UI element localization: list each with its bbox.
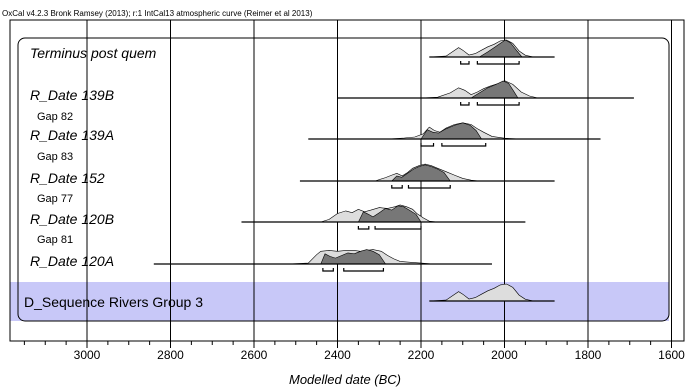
row-label: R_Date 120A (30, 253, 114, 269)
tick-label: 2400 (324, 348, 351, 362)
range-bracket (322, 268, 334, 272)
tick-label: 3000 (74, 348, 101, 362)
x-axis: 3000 2800 2600 2400 2200 2000 1800 1600 (23, 341, 685, 362)
date-row: Terminus post quem (30, 39, 555, 65)
gap-row: Gap 77 (37, 193, 73, 205)
x-axis-title: Modelled date (BC) (289, 372, 401, 387)
date-row: R_Date 139B (30, 80, 634, 106)
tick-label: 2800 (157, 348, 184, 362)
range-bracket (357, 226, 370, 230)
range-bracket (476, 61, 520, 65)
tick-label: 1600 (658, 348, 685, 362)
tick-label: 1800 (575, 348, 602, 362)
d-sequence-distribution (429, 283, 534, 302)
rows-group: Terminus post quem R_Date 139B Gap 82 R_Dat… (24, 39, 634, 310)
row-label: R_Date 152 (30, 170, 105, 186)
gap-label: Gap 83 (37, 151, 73, 163)
d-sequence-band (10, 282, 669, 321)
gap-row: Gap 83 (37, 151, 73, 163)
gap-row: Gap 82 (37, 111, 73, 123)
row-label: R_Date 120B (30, 211, 114, 227)
posterior-distribution (470, 80, 519, 99)
posterior-distribution (420, 122, 483, 140)
row-label: Terminus post quem (30, 45, 157, 61)
range-bracket (374, 226, 422, 230)
date-row: R_Date 120B (30, 204, 526, 230)
gap-label: Gap 81 (37, 234, 73, 246)
range-bracket (460, 102, 470, 106)
posterior-distribution (478, 39, 523, 58)
header-text: OxCal v4.2.3 Bronk Ramsey (2013); r:1 In… (2, 9, 313, 18)
posterior-distribution (391, 164, 451, 182)
gap-row: Gap 81 (37, 234, 73, 246)
row-label: R_Date 139B (30, 87, 114, 103)
plot-frame (9, 19, 685, 342)
range-bracket (420, 143, 435, 147)
range-bracket (441, 143, 487, 147)
row-label: R_Date 139A (30, 127, 114, 143)
date-row: R_Date 152 (30, 163, 555, 189)
gap-label: Gap 82 (37, 111, 73, 123)
date-row: R_Date 139A (30, 122, 601, 147)
range-bracket (407, 185, 451, 189)
gap-label: Gap 77 (37, 193, 73, 205)
range-bracket (460, 61, 470, 65)
d-sequence-label: D_Sequence Rivers Group 3 (24, 294, 203, 310)
d-sequence-row: D_Sequence Rivers Group 3 (24, 283, 555, 310)
posterior-distribution (357, 205, 422, 223)
posterior-distribution (320, 249, 387, 265)
range-bracket (476, 102, 520, 106)
range-bracket (343, 268, 385, 272)
range-bracket (391, 185, 403, 189)
tick-label: 2000 (491, 348, 518, 362)
tick-label: 2600 (241, 348, 268, 362)
tick-label: 2200 (408, 348, 435, 362)
model-box (17, 37, 670, 322)
date-row: R_Date 120A (30, 249, 492, 272)
